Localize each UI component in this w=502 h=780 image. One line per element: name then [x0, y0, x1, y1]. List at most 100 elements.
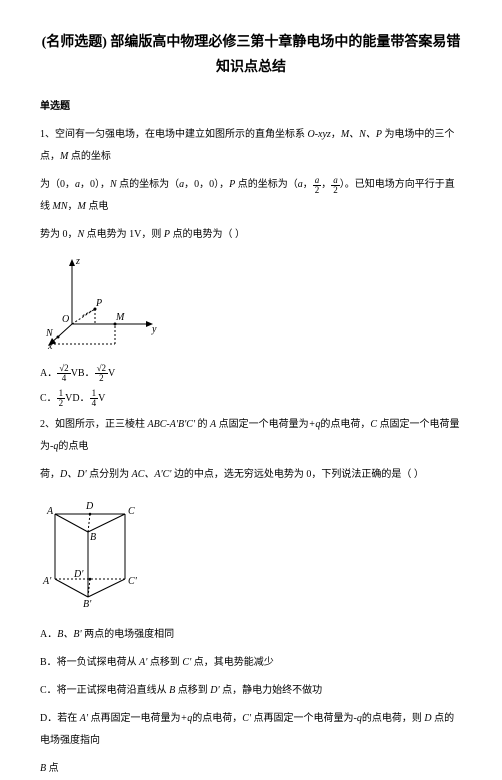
var-n: N [110, 179, 117, 190]
axis-y-label: y [151, 324, 157, 335]
var: C' [242, 713, 251, 724]
origin-label: O [62, 314, 69, 325]
frac: √24 [57, 364, 70, 383]
pt-ap: A' [42, 576, 52, 587]
point-m-label: M [115, 312, 125, 323]
text: 点电 [86, 201, 109, 212]
text: 边的中点，选无穷远处电势为 0，下列说法正确的是（ ） [171, 469, 424, 480]
text: 点，其电势能减少 [191, 657, 274, 668]
q2-opt-b: B．将一负试探电荷从 A' 点移到 C' 点，其电势能减少 [40, 652, 462, 674]
denom: 2 [313, 186, 322, 195]
text: 点再固定一个电荷量为 [251, 713, 354, 724]
pt-d: D [85, 501, 94, 512]
q1-options-cd: C．12VD．14V [40, 389, 462, 408]
q2-opt-a: A．B、B' 两点的电场强度相同 [40, 624, 462, 646]
text: 1、空间有一匀强电场，在电场中建立如图所示的直角坐标系 [40, 129, 308, 140]
var-prism: ABC-A'B'C' [148, 419, 196, 430]
frac: √22 [95, 364, 108, 383]
var-oxyz: O-xyz [308, 129, 331, 140]
pt-cp: C' [128, 576, 138, 587]
opt-a-label: A． [40, 368, 57, 379]
text: 点移到 [175, 685, 210, 696]
section-heading: 单选题 [40, 98, 462, 116]
var: D' [210, 685, 219, 696]
var: C' [182, 657, 191, 668]
pt-b: B [90, 532, 96, 543]
text: 点的坐标 [68, 151, 111, 162]
pt-bp: B' [83, 599, 92, 609]
text: 点固定一个电荷量为 [216, 419, 309, 430]
text: 点，静电力始终不做功 [220, 685, 323, 696]
q1-options-ab: A．√24VB．√22V [40, 364, 462, 383]
denom: 2 [331, 186, 340, 195]
var: +q [180, 713, 192, 724]
var-ac: AC、A'C' [132, 469, 172, 480]
opt-label: B．将一负试探电荷从 [40, 657, 139, 668]
text: 的点电荷， [320, 419, 370, 430]
page-title: (名师选题) 部编版高中物理必修三第十章静电场中的能量带答案易错知识点总结 [40, 30, 462, 80]
frac: 14 [90, 389, 99, 408]
text: 点 [46, 763, 59, 774]
var: A' [80, 713, 88, 724]
text: 势为 0， [40, 229, 78, 240]
opt-label: A． [40, 629, 57, 640]
pt-a: A [46, 506, 54, 517]
q2-opt-c: C．将一正试探电荷沿直线从 B 点移到 D' 点，静电力始终不做功 [40, 680, 462, 702]
denom: 2 [95, 374, 108, 383]
var: D [424, 713, 431, 724]
text: ， [68, 201, 78, 212]
text: ，0，0）， [184, 179, 229, 190]
text: 点的电势为（ ） [170, 229, 245, 240]
q1-stem-line1: 1、空间有一匀强电场，在电场中建立如图所示的直角坐标系 O-xyz，M、N、P … [40, 124, 462, 168]
pt-dp: D' [73, 569, 84, 580]
q2-opt-d-line2: B 点 [40, 758, 462, 780]
q2-figure: A C B D A' C' B' D' [40, 494, 462, 616]
opt-label: C．将一正试探电荷沿直线从 [40, 685, 169, 696]
text: 点电势为 1V，则 [84, 229, 164, 240]
text: ， [331, 129, 341, 140]
q2-opt-d-line1: D．若在 A' 点再固定一电荷量为+q的点电荷，C' 点再固定一个电荷量为-q的… [40, 708, 462, 752]
var: B、B' [57, 629, 81, 640]
var-q: +q [309, 419, 321, 430]
axis-z-label: z [75, 256, 80, 267]
denom: 4 [57, 374, 70, 383]
text: ，0）， [80, 179, 110, 190]
frac-a-2: a2 [313, 176, 322, 195]
pt-c: C [128, 506, 135, 517]
point-n-label: N [45, 328, 54, 339]
q1-stem-line2: 为（0，a，0），N 点的坐标为（a，0，0），P 点的坐标为（a，a2，a2）… [40, 174, 462, 218]
q1-figure: z y x O P M N [40, 254, 462, 356]
var-mnp: M、N、P [341, 129, 382, 140]
denom: 2 [57, 399, 66, 408]
axis-x-label: x [47, 341, 53, 349]
denom: 4 [90, 399, 99, 408]
text: 两点的电场强度相同 [82, 629, 175, 640]
text: 的点电荷， [192, 713, 242, 724]
var-mn: MN [53, 201, 68, 212]
text: 为（0， [40, 179, 75, 190]
text: VB． [71, 368, 95, 379]
opt-label: D．若在 [40, 713, 80, 724]
text: 荷， [40, 469, 60, 480]
text: 点分别为 [87, 469, 132, 480]
text: 点的坐标为（ [117, 179, 180, 190]
q1-stem-line3: 势为 0，N 点电势为 1V，则 P 点的电势为（ ） [40, 224, 462, 246]
opt-c-label: C． [40, 393, 57, 404]
text: 的 [195, 419, 210, 430]
q2-stem-line1: 2、如图所示，正三棱柱 ABC-A'B'C' 的 A 点固定一个电荷量为+q的点… [40, 414, 462, 458]
text: 点移到 [147, 657, 182, 668]
text: 点再固定一电荷量为 [88, 713, 181, 724]
frac-a-2: a2 [331, 176, 340, 195]
text: V [108, 368, 115, 379]
text: V [98, 393, 105, 404]
frac: 12 [57, 389, 66, 408]
text: 的点电荷，则 [362, 713, 425, 724]
point-p-label: P [95, 298, 102, 309]
q2-stem-line2: 荷，D、D' 点分别为 AC、A'C' 边的中点，选无穷远处电势为 0，下列说法… [40, 464, 462, 486]
text: 的点电 [58, 441, 88, 452]
text: ， [321, 179, 331, 190]
text: 点的坐标为（ [235, 179, 298, 190]
var: -q [354, 713, 362, 724]
var-dd: D、D' [60, 469, 87, 480]
text: 2、如图所示，正三棱柱 [40, 419, 148, 430]
